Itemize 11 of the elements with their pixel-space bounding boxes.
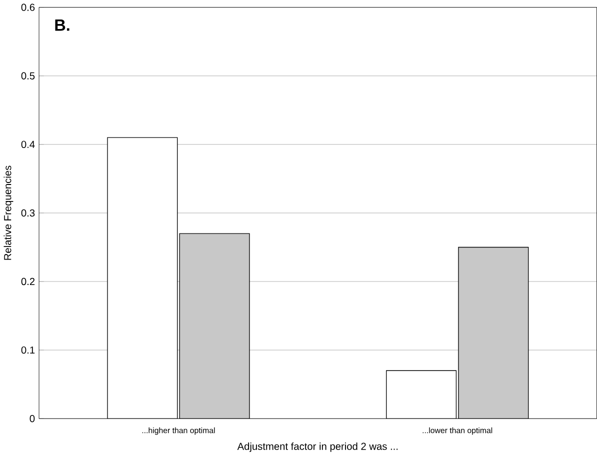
text: B. [55, 20, 70, 31]
y-tick-label: 0.3 [21, 210, 35, 217]
y-tick-label: 0.4 [21, 140, 35, 148]
y-tick-label: 0 [30, 415, 35, 422]
y-tick-label: 0.5 [21, 72, 35, 80]
y-tick-label: 0.2 [21, 278, 35, 286]
y-axis-title: Relative Frequencies [4, 166, 14, 260]
y-tick-label: 0.1 [21, 346, 35, 354]
bar [179, 233, 250, 419]
x-axis-title: Adjustment factor in period 2 was ... [237, 442, 398, 452]
y-tick-label: 0.6 [21, 4, 35, 12]
